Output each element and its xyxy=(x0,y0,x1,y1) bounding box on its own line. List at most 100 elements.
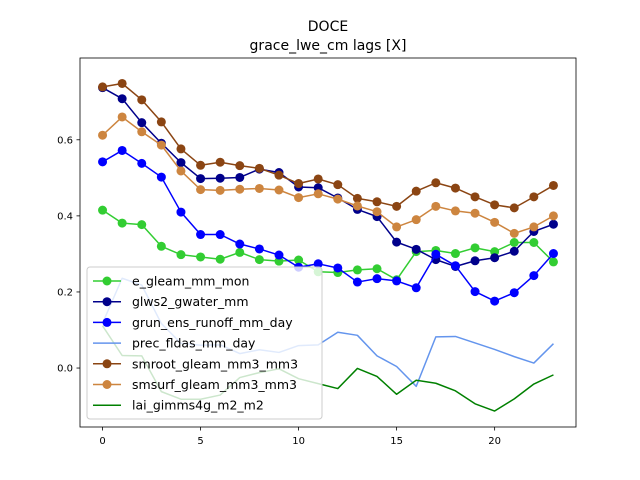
y-tick-label: 0.0 xyxy=(57,364,73,375)
data-point xyxy=(117,78,127,88)
data-point xyxy=(509,228,519,238)
data-point xyxy=(490,200,500,210)
data-point xyxy=(431,201,441,211)
data-point xyxy=(137,127,147,137)
data-point xyxy=(176,207,186,217)
data-point xyxy=(176,166,186,176)
data-point xyxy=(294,193,304,203)
data-point xyxy=(333,194,343,204)
data-point xyxy=(98,157,108,167)
data-point xyxy=(352,265,362,275)
data-point xyxy=(313,189,323,199)
data-point xyxy=(431,249,441,259)
data-point xyxy=(411,215,421,225)
data-point xyxy=(235,161,245,171)
legend-label: lai_gimms4g_m2_m2 xyxy=(132,398,264,413)
data-point xyxy=(294,179,304,189)
data-point xyxy=(254,183,264,193)
data-point xyxy=(98,130,108,140)
data-point xyxy=(196,252,206,262)
axes-frame xyxy=(79,57,577,428)
data-point xyxy=(137,118,147,128)
data-point xyxy=(215,185,225,195)
x-tick-label: 15 xyxy=(390,436,403,447)
data-point xyxy=(254,244,264,254)
data-point xyxy=(470,208,480,218)
legend-label: e_gleam_mm_mon xyxy=(132,274,249,289)
data-point xyxy=(176,144,186,154)
legend-label: grun_ens_runoff_mm_day xyxy=(132,315,293,330)
data-point xyxy=(117,112,127,122)
data-point xyxy=(529,192,539,202)
data-point xyxy=(156,140,166,150)
data-point xyxy=(548,257,558,267)
data-point xyxy=(313,174,323,184)
data-point xyxy=(352,193,362,203)
data-point xyxy=(450,206,460,216)
data-point xyxy=(529,271,539,281)
data-point xyxy=(313,259,323,269)
data-point xyxy=(215,173,225,183)
data-point xyxy=(450,249,460,259)
x-tick-label: 20 xyxy=(488,436,501,447)
data-point xyxy=(156,172,166,182)
legend-marker xyxy=(102,317,112,327)
data-point xyxy=(235,172,245,182)
data-point xyxy=(470,192,480,202)
data-point xyxy=(529,238,539,247)
data-point xyxy=(137,95,147,105)
data-point xyxy=(117,218,127,228)
data-point xyxy=(274,250,284,260)
data-point xyxy=(117,94,127,104)
data-point xyxy=(548,249,558,259)
data-point xyxy=(235,247,245,257)
axes: 0 5 10 15 20 0.0 0.2 0.4 0.6 xyxy=(57,57,577,447)
data-point xyxy=(215,230,225,240)
data-point xyxy=(490,253,500,263)
data-point xyxy=(215,157,225,167)
data-point xyxy=(235,239,245,249)
data-point xyxy=(196,174,206,184)
data-point xyxy=(352,277,362,287)
data-point xyxy=(411,244,421,254)
data-point xyxy=(372,274,382,284)
legend: e_gleam_mm_mon glws2_gwater_mm grun_ens_ru… xyxy=(86,266,323,420)
data-point xyxy=(333,180,343,190)
data-point xyxy=(548,219,558,229)
data-point xyxy=(509,246,519,256)
data-point xyxy=(294,255,304,265)
data-point xyxy=(490,296,500,306)
x-tick-label: 10 xyxy=(292,436,305,447)
data-point xyxy=(274,170,284,180)
data-point xyxy=(431,178,441,188)
data-point xyxy=(392,237,402,247)
data-point xyxy=(333,263,343,273)
data-point xyxy=(235,184,245,194)
data-point xyxy=(156,117,166,127)
data-point xyxy=(509,203,519,213)
data-point xyxy=(372,264,382,274)
data-point xyxy=(548,211,558,221)
legend-box xyxy=(86,266,323,420)
data-point xyxy=(470,243,480,253)
y-tick-label: 0.4 xyxy=(57,211,73,222)
legend-label: prec_fldas_mm_day xyxy=(132,336,256,351)
data-point xyxy=(254,163,264,173)
data-point xyxy=(98,82,108,92)
data-point xyxy=(470,287,480,297)
y-tick-label: 0.2 xyxy=(57,287,73,298)
data-point xyxy=(137,158,147,168)
data-point xyxy=(215,254,225,264)
legend-label: smsurf_gleam_mm3_mm3 xyxy=(132,377,297,392)
legend-label: glws2_gwater_mm xyxy=(132,294,249,309)
legend-marker xyxy=(102,359,112,369)
data-point xyxy=(137,220,147,230)
legend-marker xyxy=(102,380,112,389)
data-point xyxy=(509,288,519,298)
data-point xyxy=(372,197,382,207)
chart-title: DOCE xyxy=(308,19,348,35)
data-point xyxy=(196,230,206,240)
data-point xyxy=(372,207,382,217)
data-point xyxy=(529,222,539,232)
